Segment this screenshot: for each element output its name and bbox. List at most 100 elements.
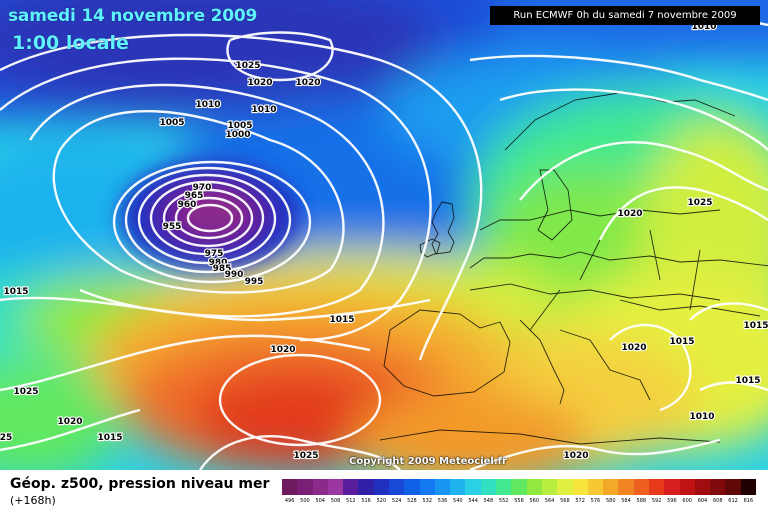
valid-time-title: 1:00 locale [12, 32, 129, 54]
scale-swatch [679, 479, 696, 495]
scale-tick-label: 508 [330, 498, 341, 504]
scale-tick-label: 600 [682, 498, 692, 504]
isobar-label: 975 [205, 249, 224, 259]
scale-tick-label: 552 [498, 498, 509, 504]
scale-tick-label: 544 [468, 498, 478, 504]
scale-tick-label: 612 [728, 498, 738, 504]
scale-swatch [572, 479, 589, 495]
scale-tick-label: 504 [315, 498, 325, 504]
isobar-label: 1010 [251, 105, 276, 115]
scale-tick-label: 556 [514, 498, 524, 504]
isobar-label: 1020 [57, 417, 82, 427]
scale-tick-label: 500 [300, 498, 310, 504]
isobar-label: 970 [193, 183, 212, 193]
isobar-label: 1010 [689, 412, 714, 422]
scale-swatch [297, 479, 314, 495]
isobar-label: 955 [163, 222, 182, 232]
scale-swatch [725, 479, 742, 495]
scale-swatch [603, 479, 619, 495]
isobar-label: 1015 [669, 337, 694, 347]
scale-tick-label: 580 [605, 498, 616, 504]
isobar-label: 1015 [329, 315, 354, 325]
isobar-label: 1025 [293, 451, 318, 461]
isobar-label: 1025 [13, 387, 38, 397]
isobar-label: 1025 [235, 61, 260, 71]
scale-tick-label: 520 [376, 498, 387, 504]
scale-tick-label: 548 [483, 498, 494, 504]
isobar-label: 1020 [563, 451, 588, 461]
scale-swatch [343, 479, 359, 495]
isobar-label: 960 [178, 200, 197, 210]
valid-date-title: samedi 14 novembre 2009 [8, 6, 258, 26]
scale-swatch [419, 479, 436, 495]
scale-tick-label: 532 [422, 498, 433, 504]
scale-tick-label: 616 [743, 498, 754, 504]
scale-swatch [541, 479, 558, 495]
scale-tick-label: 540 [453, 498, 463, 504]
scale-tick-label: 524 [391, 498, 402, 504]
legend-title: Géop. z500, pression niveau mer [10, 476, 270, 492]
isobar-label: 1020 [247, 78, 272, 88]
isobar-label: 1025 [687, 198, 712, 208]
isobar-label: 1005 [227, 121, 252, 131]
scale-swatch [664, 479, 681, 495]
color-scale: 496 500 504 508 512 516 520 524 528 532 536 540 544 5… [282, 479, 757, 507]
isobar-label: 1015 [743, 321, 768, 331]
isobar-label: 1020 [617, 209, 642, 219]
scale-swatch [465, 479, 482, 495]
scale-swatch [480, 479, 497, 495]
scale-swatch [648, 479, 665, 495]
scale-swatch [511, 479, 528, 495]
scale-tick-label: 596 [667, 498, 677, 504]
legend-subtitle: (+168h) [10, 494, 56, 507]
isobar-label: 995 [245, 277, 264, 287]
scale-swatch [618, 479, 635, 495]
scale-tick-label: 536 [437, 498, 448, 504]
legend-footer: Géop. z500, pression niveau mer (+168h) … [0, 470, 768, 512]
isobar-label: 1000 [225, 130, 250, 140]
scale-tick-label: 516 [361, 498, 371, 504]
scale-swatch [496, 479, 512, 495]
scale-tick-label: 568 [560, 498, 570, 504]
isobar-label: 990 [225, 270, 244, 280]
isobar-label: 980 [209, 258, 228, 268]
isobar-label: 1010 [195, 100, 220, 110]
scale-tick-label: 588 [636, 498, 647, 504]
scale-tick-label: 576 [590, 498, 601, 504]
scale-tick-label: 528 [407, 498, 417, 504]
scale-swatch [587, 479, 604, 495]
isobar-label: 1020 [270, 345, 295, 355]
isobar-label: 1020 [295, 78, 320, 88]
scale-tick-label: 572 [575, 498, 585, 504]
scale-swatch [694, 479, 711, 495]
scale-swatch [373, 479, 390, 495]
scale-swatch [526, 479, 543, 495]
scale-swatch [327, 479, 344, 495]
scale-tick-label: 564 [544, 498, 555, 504]
isobar-label: 965 [185, 191, 204, 201]
scale-tick-label: 584 [621, 498, 631, 504]
isobar-label: 1015 [97, 433, 122, 443]
scale-swatch [358, 479, 375, 495]
scale-tick-label: 560 [529, 498, 540, 504]
scale-tick-label: 496 [284, 498, 295, 504]
scale-swatch [282, 479, 298, 495]
scale-swatch [633, 479, 650, 495]
scale-swatch [312, 479, 329, 495]
scale-tick-label: 512 [346, 498, 356, 504]
isobar-label: 1015 [735, 376, 760, 386]
isobar-label: 1020 [621, 343, 646, 353]
scale-swatch [450, 479, 466, 495]
scale-swatch [404, 479, 421, 495]
isobar-label: 985 [213, 264, 232, 274]
isobar-label: 1005 [159, 118, 184, 128]
scale-tick-label: 592 [651, 498, 662, 504]
geopotential-map: 1025 1020 1020 1010 1010 1005 1005 1000 970 965 96… [0, 0, 768, 470]
model-run-label: Run ECMWF 0h du samedi 7 novembre 2009 [490, 6, 760, 25]
scale-swatch [389, 479, 405, 495]
scale-tick-label: 604 [697, 498, 708, 504]
isobar-label: 1015 [3, 287, 28, 297]
